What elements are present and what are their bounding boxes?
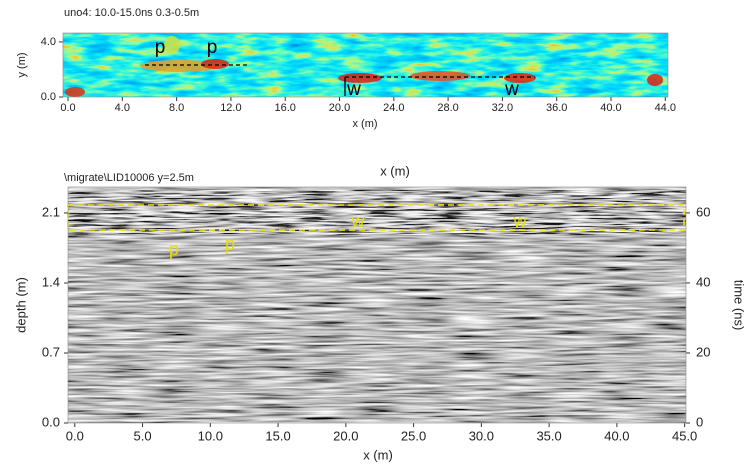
x-tick-label: 5.0: [134, 428, 152, 443]
x-tick-label: 30.0: [469, 428, 494, 443]
x-tick-label: 16.0: [274, 102, 295, 114]
x-axis-label: x (m): [363, 447, 393, 462]
y-tick-label: 0.7: [42, 344, 60, 359]
y2-tick-label: 0: [696, 414, 703, 429]
x-tick-label: 40.0: [600, 102, 621, 114]
reflection-band: [68, 190, 686, 235]
chart-title: \migrate\LID10006 y=2.5m: [64, 172, 194, 184]
x-tick-label: 0.0: [60, 102, 75, 114]
radargram-image: [67, 187, 686, 423]
chart-title: uno4: 10.0-15.0ns 0.3-0.5m: [64, 7, 199, 19]
x-tick-label: 24.0: [383, 102, 404, 114]
annotation: w: [351, 211, 366, 231]
x-tick-label: 4.0: [115, 102, 130, 114]
annotation: w: [346, 79, 361, 100]
y-axis-label: depth (m): [13, 277, 28, 333]
y-axis-label: y (m): [16, 52, 28, 77]
y2-tick-label: 40: [696, 274, 710, 289]
x-tick-label: 35.0: [536, 428, 561, 443]
x-tick-label: 10.0: [198, 428, 223, 443]
annotation: w: [513, 211, 528, 231]
annotation: p: [207, 37, 218, 58]
x-tick-label: 44.0: [655, 102, 676, 114]
x-tick-label: 8.0: [169, 102, 184, 114]
y-tick-label: 2.1: [42, 204, 60, 219]
y2-tick-label: 20: [696, 344, 710, 359]
anomalies: [65, 36, 663, 97]
x-tick-label: 15.0: [265, 428, 290, 443]
annotation: p: [225, 234, 235, 254]
x-tick-label: 25.0: [401, 428, 426, 443]
y2-axis-label: time (ns): [732, 280, 747, 331]
y-tick-label: 0.0: [42, 414, 60, 429]
depth-slice-image: [63, 33, 668, 97]
x-tick-label: 0.0: [66, 428, 84, 443]
x-tick-label: 36.0: [546, 102, 567, 114]
x-axis-label-top: x (m): [380, 163, 410, 178]
x-tick-label: 20.0: [333, 428, 358, 443]
x-tick-label: 20.0: [329, 102, 350, 114]
y-tick-label: 0.0: [41, 91, 56, 103]
x-tick-label: 28.0: [437, 102, 458, 114]
annotation: p: [155, 37, 166, 58]
x-tick-label: 12.0: [220, 102, 241, 114]
y-tick-label: 4.0: [41, 36, 56, 48]
x-axis-label: x (m): [352, 118, 377, 130]
x-tick-label: 32.0: [492, 102, 513, 114]
x-tick-label: 45.0: [672, 428, 697, 443]
y2-tick-label: 60: [696, 204, 710, 219]
plot-frame: [67, 186, 687, 424]
annotation: w: [504, 79, 519, 100]
y-tick-label: 1.4: [42, 274, 60, 289]
plot-frame: [62, 32, 669, 98]
x-tick-label: 40.0: [604, 428, 629, 443]
annotation: p: [169, 239, 179, 259]
